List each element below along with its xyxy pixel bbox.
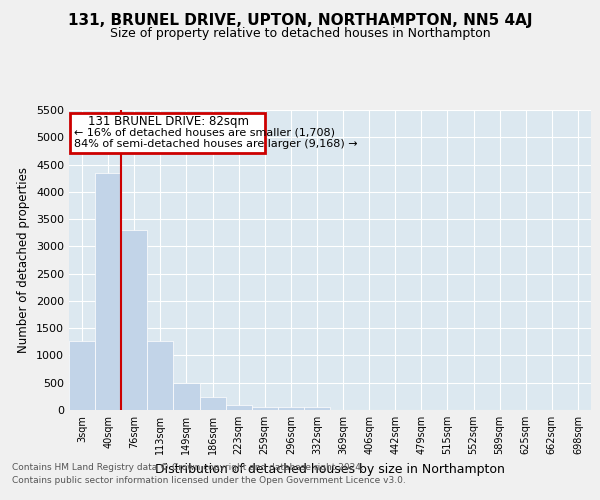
Text: ← 16% of detached houses are smaller (1,708): ← 16% of detached houses are smaller (1,… [74, 128, 335, 138]
X-axis label: Distribution of detached houses by size in Northampton: Distribution of detached houses by size … [155, 462, 505, 475]
Text: 84% of semi-detached houses are larger (9,168) →: 84% of semi-detached houses are larger (… [74, 140, 358, 149]
Text: Contains public sector information licensed under the Open Government Licence v3: Contains public sector information licen… [12, 476, 406, 485]
Bar [121, 230, 148, 410]
Bar [304, 407, 330, 410]
Bar [95, 172, 121, 410]
Bar [199, 398, 226, 410]
Text: Contains HM Land Registry data © Crown copyright and database right 2024.: Contains HM Land Registry data © Crown c… [12, 464, 364, 472]
Text: 131 BRUNEL DRIVE: 82sqm: 131 BRUNEL DRIVE: 82sqm [88, 115, 248, 128]
Bar [226, 405, 252, 410]
FancyBboxPatch shape [70, 112, 265, 152]
Bar [148, 340, 173, 410]
Bar [69, 340, 95, 410]
Bar [278, 407, 304, 410]
Bar [173, 384, 199, 410]
Bar [252, 407, 278, 410]
Text: Size of property relative to detached houses in Northampton: Size of property relative to detached ho… [110, 28, 490, 40]
Text: 131, BRUNEL DRIVE, UPTON, NORTHAMPTON, NN5 4AJ: 131, BRUNEL DRIVE, UPTON, NORTHAMPTON, N… [68, 12, 532, 28]
Y-axis label: Number of detached properties: Number of detached properties [17, 167, 31, 353]
